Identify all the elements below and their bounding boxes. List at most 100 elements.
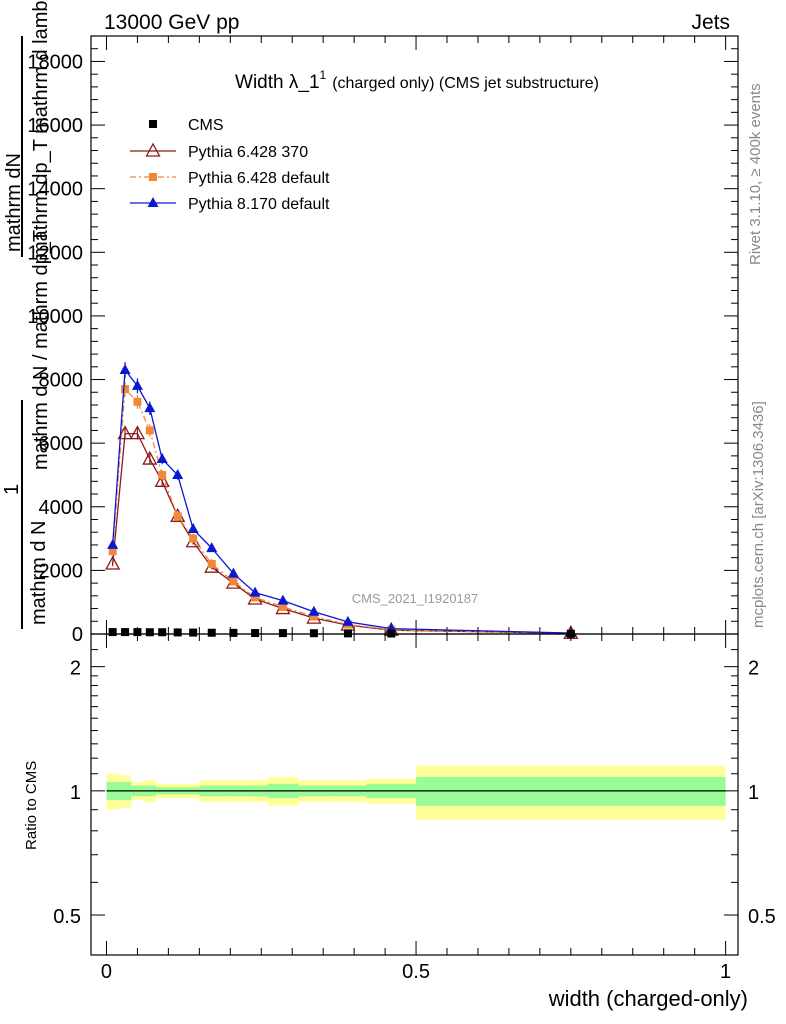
- legend-marker: [145, 142, 161, 157]
- data-point: [343, 629, 352, 638]
- energy-label: 13000 GeV pp: [104, 11, 239, 34]
- chart-title-main: Width λ_1: [235, 72, 319, 93]
- main-y-tick-label: 10000: [27, 306, 83, 328]
- data-point: [207, 628, 216, 637]
- main-x-axis: [105, 36, 727, 634]
- y-label-line-5: mathrm d N: [28, 521, 50, 625]
- data-point: [129, 425, 146, 440]
- main-y-tick-label: 14000: [27, 179, 83, 201]
- data-point: [107, 538, 119, 549]
- main-y-tick-label: 2000: [39, 560, 84, 582]
- main-y-tick-label: 18000: [27, 51, 83, 73]
- x-tick-label: 0.5: [402, 961, 430, 983]
- data-point: [309, 612, 318, 621]
- data-point: [342, 615, 354, 626]
- series-1: [105, 425, 579, 640]
- process-label: Jets: [691, 11, 730, 34]
- legend-entry: Pythia 8.170 default: [130, 196, 330, 213]
- legend-entry: Pythia 6.428 370: [130, 142, 308, 161]
- y-label-line-1: mathrm dN: [3, 153, 25, 252]
- ratio-y-tick-label: 0.5: [53, 906, 81, 928]
- series-layer: [105, 362, 579, 640]
- data-point: [158, 628, 167, 637]
- main-y-tick-label: 16000: [27, 115, 83, 137]
- data-point: [189, 628, 198, 637]
- chart-title-suffix: (charged only) (CMS jet substructure): [332, 75, 599, 92]
- ratio-y-label: Ratio to CMS: [23, 761, 40, 850]
- data-point: [145, 628, 154, 637]
- main-y-axis: 0 2000 4000 6000 8000 10000 12000 14000 16000 180…: [27, 35, 738, 646]
- data-point: [133, 397, 142, 406]
- data-point: [207, 560, 216, 569]
- data-point: [121, 385, 130, 394]
- data-point: [121, 628, 130, 637]
- data-point: [251, 593, 260, 602]
- legend-label: CMS: [188, 117, 224, 134]
- chart-title-sup: 1: [320, 68, 327, 82]
- x-axis-label: width (charged-only): [548, 986, 748, 1011]
- legend-entry: Pythia 6.428 default: [130, 170, 330, 187]
- data-point: [119, 363, 131, 374]
- data-point: [131, 379, 143, 390]
- main-y-tick-label: 6000: [39, 433, 84, 455]
- series-3: [107, 362, 577, 638]
- main-y-tick-label: 8000: [39, 370, 84, 392]
- ratio-frame: [90, 633, 739, 956]
- data-point: [156, 453, 168, 464]
- data-point: [158, 470, 167, 479]
- data-point: [206, 542, 218, 553]
- data-point: [117, 425, 133, 440]
- data-point: [227, 567, 239, 578]
- data-point: [309, 629, 318, 638]
- ratio-plot: 0 0.5 1 0.5 0.5 1 1 2 2 Ratio to CMS width (char…: [23, 633, 776, 1011]
- legend-marker: [149, 120, 157, 128]
- data-point: [172, 468, 184, 479]
- main-y-tick-label: 0: [72, 624, 83, 646]
- data-point: [142, 450, 158, 465]
- data-point: [133, 628, 142, 637]
- y-label-line-3: mathrm d N / mathrm dp_T: [30, 230, 52, 470]
- legend-entry: CMS: [149, 117, 224, 134]
- data-point: [154, 472, 170, 487]
- mcplots-label: mcplots.cern.ch [arXiv:1306.3436]: [750, 401, 767, 628]
- legend-label: Pythia 8.170 default: [188, 196, 330, 213]
- ratio-axes: 0 0.5 1 0.5 0.5 1 1 2 2: [53, 634, 776, 983]
- main-plot: 0 2000 4000 6000 8000 10000 12000 14000 16000 180…: [27, 35, 739, 646]
- data-point: [108, 547, 117, 556]
- legend-marker: [149, 173, 157, 181]
- data-point: [229, 628, 238, 637]
- x-tick-label: 1: [720, 961, 731, 983]
- data-point: [308, 605, 320, 616]
- data-point: [108, 628, 117, 637]
- data-point: [173, 512, 182, 521]
- ratio-y-tick-label: 2: [70, 658, 81, 680]
- data-point: [278, 602, 287, 611]
- main-y-tick-label: 12000: [27, 242, 83, 264]
- series-line: [112, 387, 571, 635]
- series-line: [112, 368, 571, 634]
- y-label-line-2: mathrm dp_T mathrm d lambda: [30, 0, 52, 258]
- data-point: [251, 629, 260, 638]
- data-point: [187, 523, 199, 534]
- data-point: [145, 426, 154, 435]
- data-point: [189, 534, 198, 543]
- y-label-line-4: 1: [1, 484, 23, 495]
- series-2: [108, 381, 575, 638]
- main-y-label: mathrm dN mathrm dp_T mathrm d lambda ma…: [1, 0, 52, 629]
- x-tick-label: 0: [101, 961, 112, 983]
- legend-marker: [147, 197, 159, 207]
- data-point: [105, 555, 121, 570]
- data-point: [278, 629, 287, 638]
- data-point: [173, 628, 182, 637]
- ratio-y-tick-label-right: 0.5: [748, 906, 776, 928]
- data-point: [229, 577, 238, 586]
- ratio-y-tick-label-right: 1: [748, 782, 759, 804]
- data-point: [144, 402, 156, 413]
- data-point: [249, 586, 261, 597]
- legend-label: Pythia 6.428 370: [188, 144, 308, 161]
- watermark: CMS_2021_I1920187: [352, 591, 479, 606]
- ratio-bands: [106, 765, 726, 820]
- series-line: [112, 432, 571, 635]
- legend: CMS Pythia 6.428 370 Pythia 6.428 default P…: [130, 117, 330, 213]
